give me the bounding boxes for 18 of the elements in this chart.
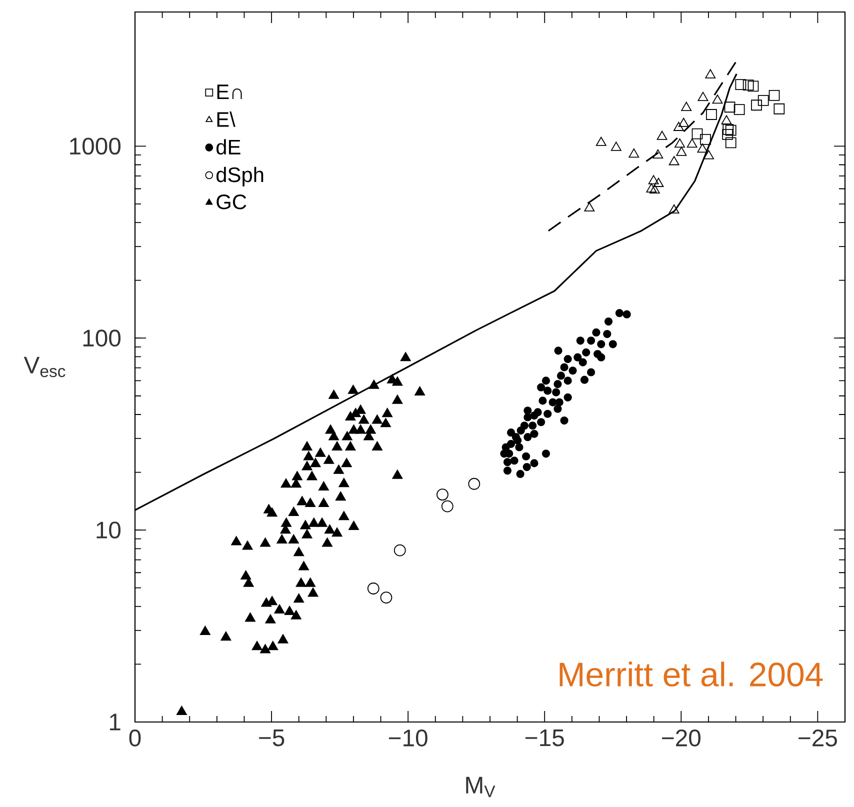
annotation: Merritt et al. 2004 xyxy=(560,662,823,687)
y-tick-label: 100 xyxy=(83,330,121,347)
legend-label: dSph xyxy=(216,166,264,186)
x-tick-label: −25 xyxy=(798,730,837,746)
legend-label: E\ xyxy=(217,112,236,127)
y-tick-label: 10 xyxy=(96,522,121,539)
x-tick-label: 0 xyxy=(129,730,141,746)
y-tick-label: 1000 xyxy=(70,138,121,155)
x-axis-title: M$_{V}$ xyxy=(466,776,496,798)
x-tick-label: −10 xyxy=(388,730,428,746)
x-tick-label: −15 xyxy=(526,730,564,746)
y-axis-title: V$_{esc}$ xyxy=(24,356,66,378)
y-tick-label: 1 xyxy=(110,714,120,730)
x-tick-label: −5 xyxy=(259,730,284,746)
legend-label: E∩ xyxy=(217,84,242,100)
legend-label: dE xyxy=(216,139,240,155)
x-tick-label: −20 xyxy=(662,730,700,746)
legend-label: GC xyxy=(216,194,246,210)
